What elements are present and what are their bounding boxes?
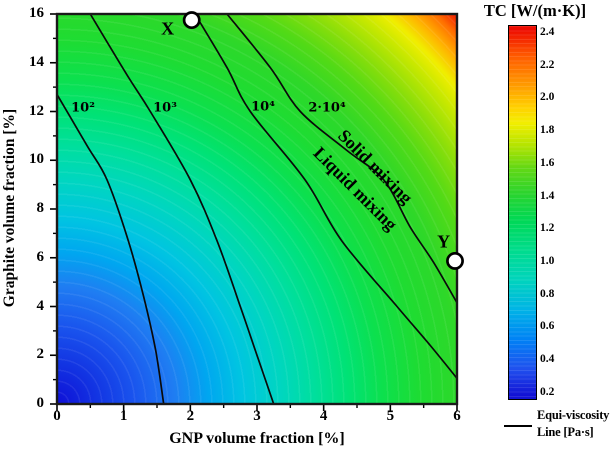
legend-text-line2: Line [Pa·s] [537,425,594,439]
contour-label-1: 10³ [153,100,177,116]
contour-line-0 [56,93,165,405]
colorbar-tick-label: 2.0 [540,91,555,104]
heatmap [57,14,457,404]
x-axis-title: GNP volume fraction [%] [169,430,345,447]
y-tick-label: 4 [36,297,45,314]
marker-circle-Y [446,251,464,270]
colorbar-tick-label: 0.2 [540,385,555,398]
legend-text: Equi-viscosity Line [Pa·s] [537,407,609,441]
y-tick-label: 0 [36,395,45,411]
colorbar-tick-label: 1.4 [540,189,555,202]
x-tick-label: 4 [319,408,328,424]
colorbar-tick-label: 1.2 [540,222,555,235]
legend-text-line1: Equi-viscosity [537,408,610,422]
contour-label-3: 2·10⁴ [308,100,346,116]
marker-label-X: X [161,18,175,39]
colorbar-tick-label: 0.6 [540,320,555,333]
contour-line-3 [226,13,458,304]
x-tick-label: 3 [253,408,261,424]
contour-label-0: 10² [71,100,95,116]
x-tick-label: 0 [53,408,61,424]
colorbar [508,25,537,400]
colorbar-tick-label: 2.4 [540,26,555,38]
colorbar-tick-label: 2.2 [540,58,555,71]
colorbar-title: TC [W/(m·K)] [483,1,587,20]
y-tick-label: 16 [29,5,44,21]
colorbar-tick-label: 0.4 [540,353,555,365]
y-tick-label: 2 [36,346,45,363]
contour-overlay [50,11,464,411]
colorbar-tick-label: 1.0 [540,254,555,267]
contour-label-2: 10⁴ [251,99,275,115]
colorbar-tick-label: 1.6 [540,156,555,169]
marker-circle-X [182,11,201,30]
y-tick-label: 8 [36,200,45,216]
colorbar-tick-label: 0.8 [540,287,555,300]
plot-area: 10² 10³ 10⁴ 2·10⁴ Solid mixing Liquid mixing X… [50,11,464,411]
y-tick-label: 10 [29,151,44,168]
x-tick-label: 5 [386,408,395,424]
x-tick-label: 2 [186,408,195,424]
plot-border [55,12,459,406]
contour-line-2 [194,13,458,379]
y-tick-label: 6 [36,248,45,265]
x-tick-label: 6 [453,408,461,424]
colorbar-tick-label: 1.8 [540,124,555,137]
y-tick-label: 14 [29,53,44,70]
marker-label-Y: Y [437,231,451,252]
x-tick-label: 1 [119,408,128,424]
y-tick-label: 12 [29,102,44,119]
contour-line-1 [89,13,275,405]
legend-line-sample [504,425,532,427]
